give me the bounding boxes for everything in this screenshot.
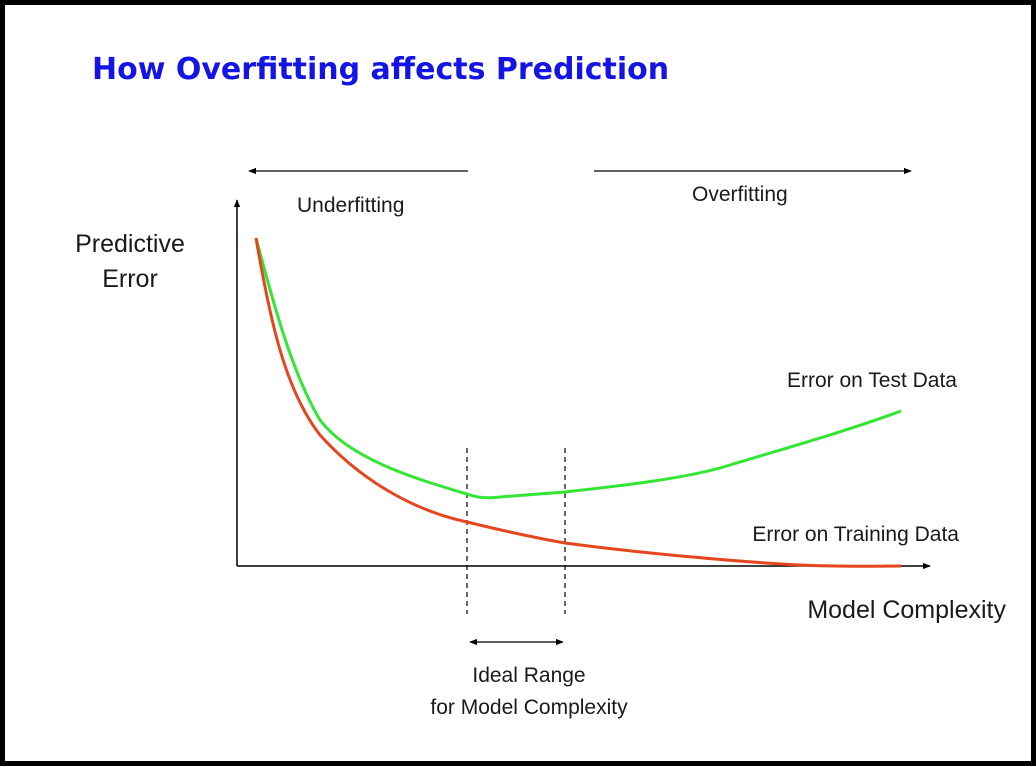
y-axis-label-line1: Predictive xyxy=(75,230,185,258)
ideal-range-label-line2: for Model Complexity xyxy=(430,696,628,719)
y-axis-label-line2: Error xyxy=(102,265,158,293)
training-curve-label: Error on Training Data xyxy=(752,523,959,546)
underfitting-label: Underfitting xyxy=(297,194,404,217)
overfitting-label: Overfitting xyxy=(692,183,788,206)
training-error-curve xyxy=(254,237,902,568)
x-axis-label: Model Complexity xyxy=(807,596,1006,624)
ideal-range-label-line1: Ideal Range xyxy=(472,664,585,687)
test-error-curve xyxy=(254,237,902,500)
slide-title: How Overfitting affects Prediction xyxy=(92,52,670,87)
test-curve-label: Error on Test Data xyxy=(787,369,957,392)
